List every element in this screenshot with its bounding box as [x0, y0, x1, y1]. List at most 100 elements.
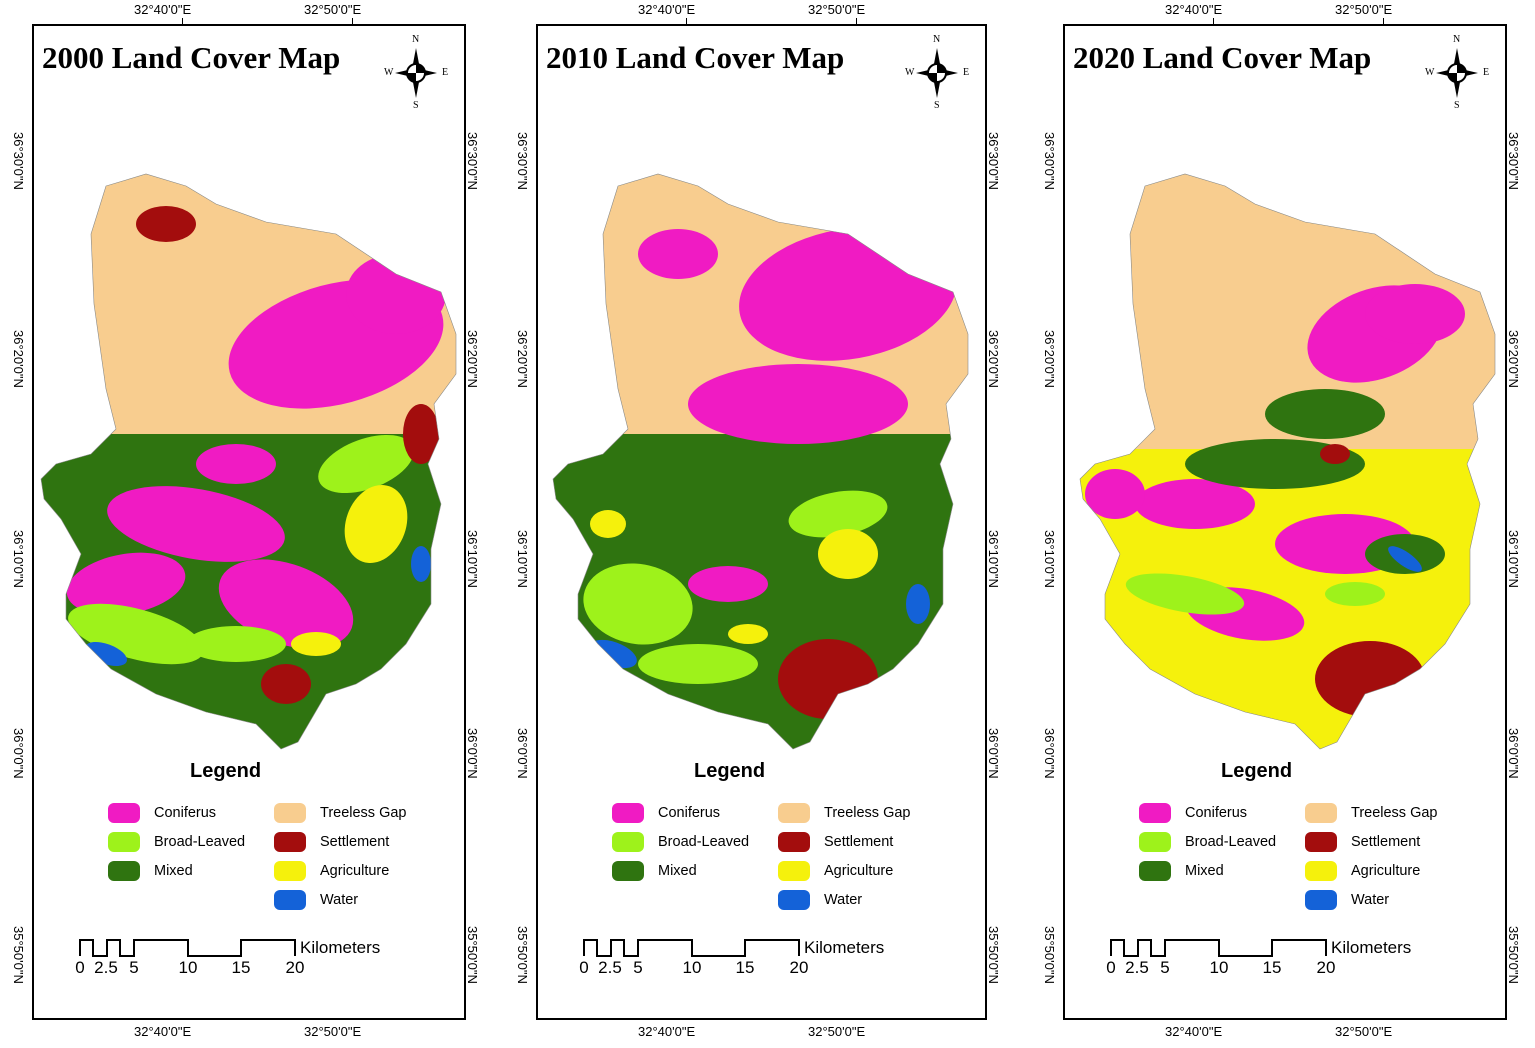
scale-tick-label: 0 — [579, 958, 589, 977]
legend-item: Agriculture — [1305, 860, 1420, 882]
compass-w-label: W — [1425, 67, 1435, 78]
legend-item: Settlement — [778, 831, 893, 853]
scale-tick-label: 2.5 — [1125, 958, 1149, 977]
legend-item: Agriculture — [274, 860, 389, 882]
latitude-label-left: 36°20'0"N — [1042, 330, 1057, 388]
legend-item: Agriculture — [778, 860, 893, 882]
latitude-label-left: 35°50'0"N — [11, 926, 26, 984]
compass-n-label: N — [1453, 34, 1461, 45]
latitude-label-left: 36°10'0"N — [515, 530, 530, 588]
legend-label: Water — [824, 892, 863, 908]
legend-item: Coniferus — [612, 802, 720, 824]
legend-swatch — [274, 890, 306, 910]
longitude-label-bottom: 32°50'0"E — [808, 1024, 866, 1039]
longitude-label-bottom: 32°50'0"E — [304, 1024, 362, 1039]
legend-swatch — [778, 890, 810, 910]
legend-swatch — [612, 803, 644, 823]
compass-e-label: E — [442, 67, 449, 78]
scale-tick-label: 20 — [789, 958, 809, 977]
map-panel-3: 2020 Land Cover Map 32°40'0"E 32°50'0"E 32°… — [1042, 2, 1521, 1039]
legend-label: Agriculture — [824, 863, 894, 879]
legend-label: Treeless Gap — [824, 805, 911, 821]
longitude-tick — [686, 18, 687, 24]
legend-label: Mixed — [154, 863, 193, 879]
compass-w-label: W — [905, 67, 915, 78]
legend-label: Treeless Gap — [1351, 805, 1438, 821]
compass-e-label: E — [963, 67, 970, 78]
compass-rose-icon — [1436, 48, 1478, 98]
longitude-label-top: 32°40'0"E — [1165, 2, 1223, 17]
scale-bar — [583, 939, 800, 957]
scale-unit-label: Kilometers — [1331, 938, 1412, 957]
legend-label: Coniferus — [1185, 805, 1248, 821]
map-panel-1: 2000 Land Cover Map 32°40'0"E 32°50'0"E 32°… — [11, 2, 480, 1039]
legend-label: Mixed — [658, 863, 697, 879]
legend-title: Legend — [694, 760, 766, 782]
latitude-label-left: 36°0'0"N — [11, 728, 26, 779]
latitude-label-right: 36°10'0"N — [986, 530, 1001, 588]
scale-tick-label: 20 — [285, 958, 305, 977]
map-title: 2010 Land Cover Map — [546, 40, 845, 75]
legend-swatch — [778, 861, 810, 881]
longitude-label-top: 32°40'0"E — [638, 2, 696, 17]
longitude-tick — [352, 18, 353, 24]
latitude-label-right: 36°30'0"N — [986, 132, 1001, 190]
scale-tick-label: 15 — [1262, 958, 1282, 977]
legend-label: Mixed — [1185, 863, 1224, 879]
latitude-label-left: 36°0'0"N — [515, 728, 530, 779]
longitude-label-bottom: 32°50'0"E — [1335, 1024, 1393, 1039]
latitude-label-left: 36°20'0"N — [515, 330, 530, 388]
legend-item: Broad-Leaved — [612, 831, 749, 853]
legend-item: Treeless Gap — [1305, 802, 1438, 824]
latitude-label-right: 35°50'0"N — [986, 926, 1001, 984]
latitude-label-left: 36°30'0"N — [515, 132, 530, 190]
legend-item: Broad-Leaved — [108, 831, 245, 853]
longitude-label-top: 32°50'0"E — [304, 2, 362, 17]
scale-tick-label: 10 — [178, 958, 198, 977]
legend-swatch — [778, 832, 810, 852]
legend-label: Coniferus — [154, 805, 217, 821]
legend-label: Water — [1351, 892, 1390, 908]
map-panel-2: 2010 Land Cover Map 32°40'0"E 32°50'0"E 32°… — [515, 2, 1001, 1039]
legend-item: Water — [1305, 889, 1389, 911]
latitude-label-right: 36°20'0"N — [1506, 330, 1521, 388]
latitude-label-right: 36°30'0"N — [465, 132, 480, 190]
latitude-label-left: 36°0'0"N — [1042, 728, 1057, 779]
scale-tick-label: 0 — [1106, 958, 1116, 977]
longitude-label-bottom: 32°40'0"E — [134, 1024, 192, 1039]
longitude-tick — [1213, 18, 1214, 24]
compass-n-label: N — [933, 34, 941, 45]
legend-item: Mixed — [1139, 860, 1224, 882]
latitude-label-right: 36°0'0"N — [465, 728, 480, 779]
latitude-label-right: 36°20'0"N — [465, 330, 480, 388]
scale-tick-label: 0 — [75, 958, 85, 977]
scale-tick-label: 15 — [735, 958, 755, 977]
map-title: 2000 Land Cover Map — [42, 40, 341, 75]
land-cover-map — [552, 173, 969, 750]
scale-tick-label: 2.5 — [94, 958, 118, 977]
legend-item: Mixed — [108, 860, 193, 882]
compass-s-label: S — [413, 100, 419, 111]
latitude-label-right: 36°0'0"N — [986, 728, 1001, 779]
scale-tick-label: 5 — [633, 958, 643, 977]
scale-tick-label: 20 — [1316, 958, 1336, 977]
legend-item: Broad-Leaved — [1139, 831, 1276, 853]
scale-tick-label: 10 — [682, 958, 702, 977]
land-cover-map — [40, 173, 457, 750]
legend-swatch — [108, 832, 140, 852]
legend-label: Settlement — [320, 834, 390, 850]
legend-label: Settlement — [824, 834, 894, 850]
compass-rose-icon — [916, 48, 958, 98]
legend-swatch — [1305, 890, 1337, 910]
longitude-tick — [856, 18, 857, 24]
longitude-tick — [1383, 18, 1384, 24]
compass-s-label: S — [1454, 100, 1460, 111]
legend-swatch — [1305, 861, 1337, 881]
legend-swatch — [778, 803, 810, 823]
latitude-label-left: 36°30'0"N — [11, 132, 26, 190]
north-arrow-compass: N S W E — [1422, 34, 1492, 112]
land-cover-map — [1079, 173, 1496, 750]
legend-item: Settlement — [1305, 831, 1420, 853]
latitude-label-left: 35°50'0"N — [1042, 926, 1057, 984]
scale-tick-label: 2.5 — [598, 958, 622, 977]
